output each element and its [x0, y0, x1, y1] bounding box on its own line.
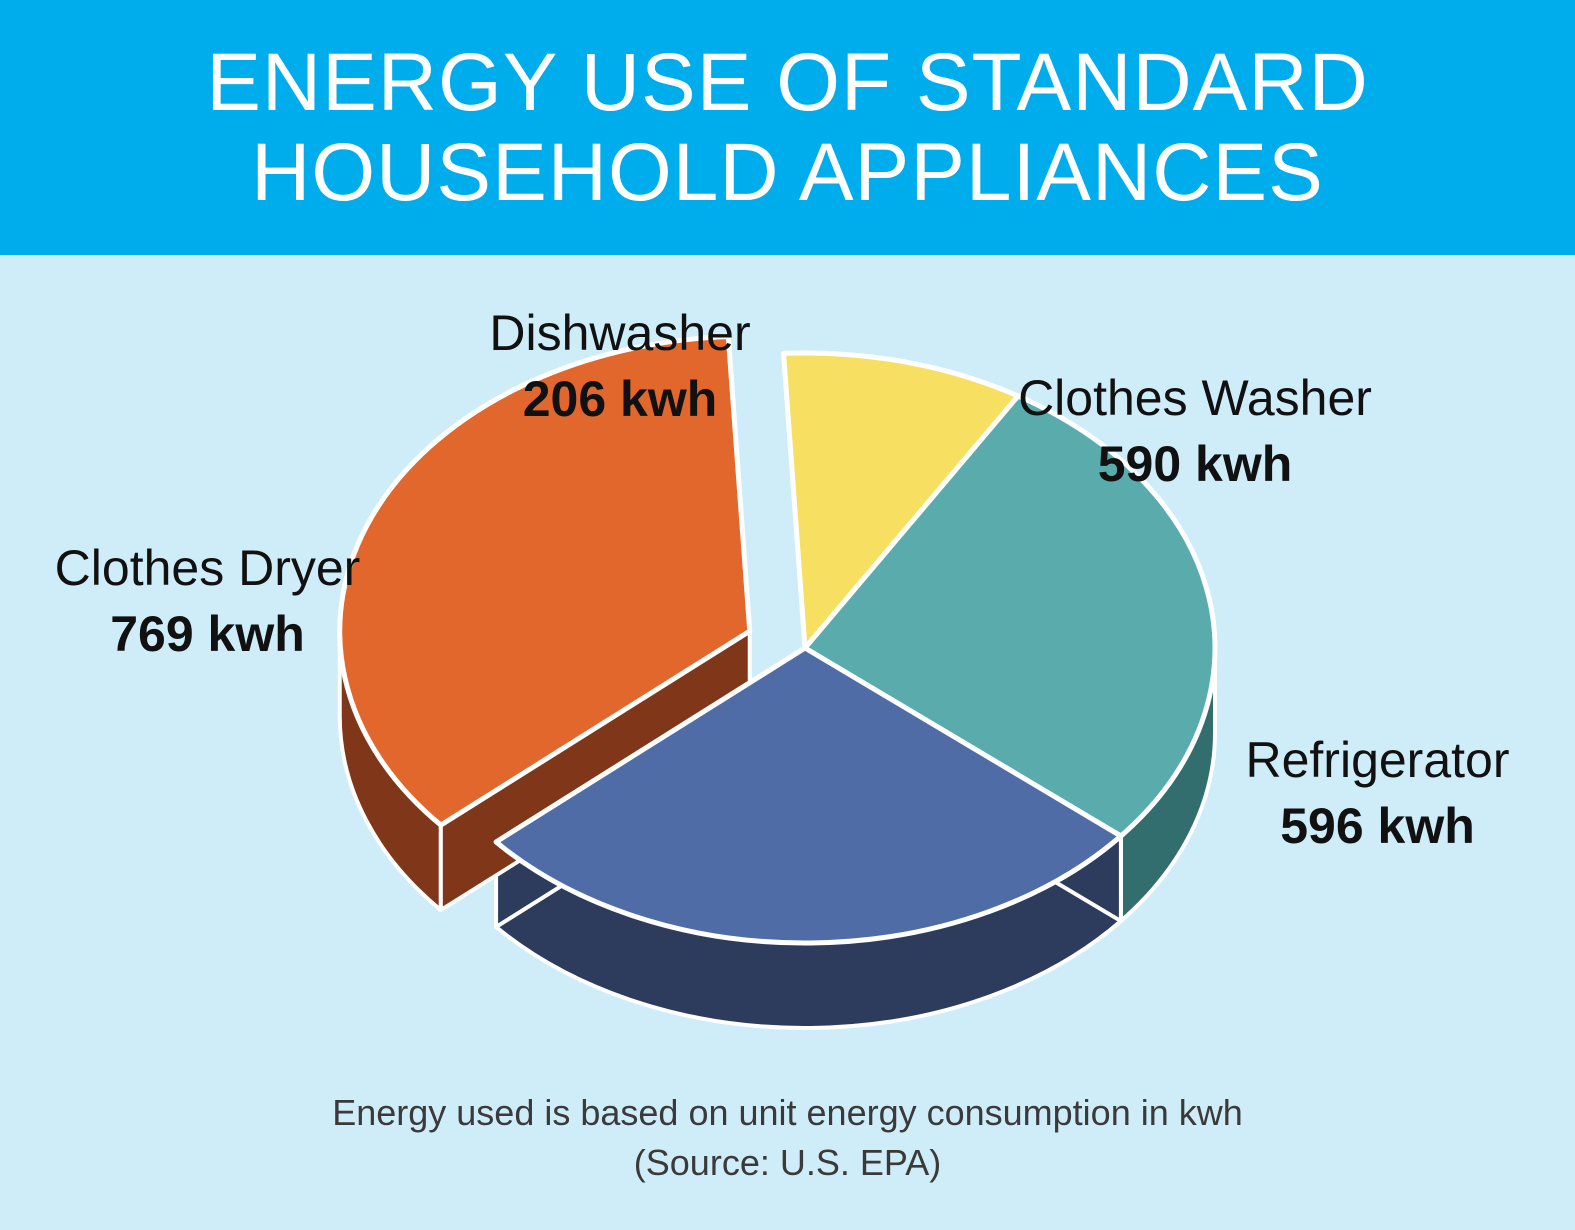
pie-slice-clothes-dryer [337, 334, 753, 828]
slice-label-value: 596 kwh [1280, 798, 1475, 854]
title-banner: ENERGY USE OF STANDARD HOUSEHOLD APPLIAN… [0, 0, 1575, 255]
label-refrigerator: Refrigerator 596 kwh [1215, 727, 1540, 859]
pie-slice-clothes-washer [802, 393, 1218, 839]
pie-slice-refrigerator [493, 645, 1124, 946]
label-clothes-dryer: Clothes Dryer 769 kwh [25, 535, 390, 667]
slice-label-name: Clothes Dryer [54, 540, 361, 596]
label-clothes-washer: Clothes Washer 590 kwh [980, 365, 1410, 497]
footnote: Energy used is based on unit energy cons… [0, 1088, 1575, 1188]
slice-label-name: Refrigerator [1245, 732, 1510, 788]
footnote-line-1: Energy used is based on unit energy cons… [332, 1092, 1243, 1133]
title-line-1: ENERGY USE OF STANDARD [206, 36, 1369, 128]
footnote-line-2: (Source: U.S. EPA) [633, 1142, 942, 1183]
slice-label-value: 769 kwh [110, 606, 305, 662]
title-line-2: HOUSEHOLD APPLIANCES [251, 126, 1324, 218]
slice-label-value: 590 kwh [1097, 436, 1293, 492]
pie-slice-dishwasher [781, 350, 1021, 651]
slice-label-name: Clothes Washer [1018, 370, 1372, 426]
chart-title: ENERGY USE OF STANDARD HOUSEHOLD APPLIAN… [206, 36, 1369, 218]
slice-label-name: Dishwasher [489, 305, 751, 361]
label-dishwasher: Dishwasher 206 kwh [440, 300, 800, 432]
slice-label-value: 206 kwh [522, 371, 718, 427]
